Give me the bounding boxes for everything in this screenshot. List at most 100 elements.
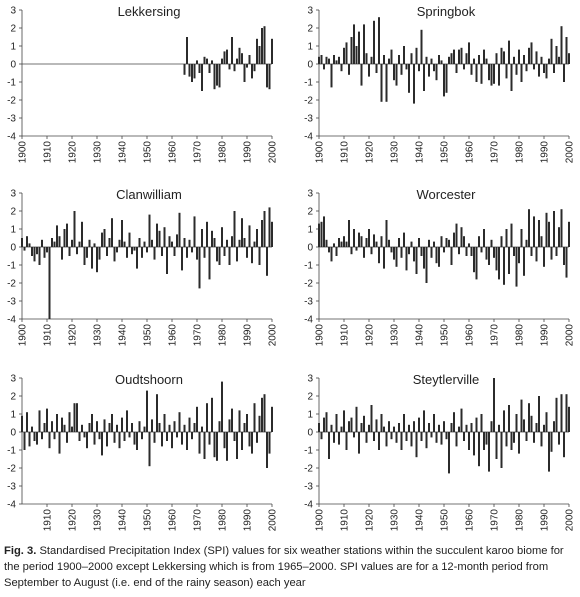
bar bbox=[151, 239, 153, 247]
bar bbox=[166, 432, 168, 441]
bar bbox=[206, 221, 208, 247]
bar bbox=[183, 64, 186, 75]
bar bbox=[186, 37, 188, 64]
bar bbox=[46, 408, 48, 432]
bar bbox=[198, 432, 201, 454]
bar bbox=[368, 424, 370, 432]
x-tick-label: 1930 bbox=[93, 509, 104, 532]
bar bbox=[533, 216, 535, 247]
bar bbox=[410, 53, 413, 64]
bar bbox=[448, 432, 450, 474]
bar bbox=[258, 46, 261, 64]
bar bbox=[68, 412, 71, 432]
bar bbox=[510, 64, 513, 91]
bar bbox=[168, 424, 171, 432]
bar bbox=[33, 432, 36, 441]
bar bbox=[320, 432, 323, 440]
bar bbox=[348, 220, 350, 247]
bar bbox=[430, 58, 433, 64]
bar bbox=[545, 212, 548, 247]
bar bbox=[463, 236, 465, 247]
bar bbox=[373, 432, 375, 441]
x-tick-label: 1910 bbox=[340, 509, 351, 532]
bar bbox=[128, 432, 131, 438]
bar bbox=[503, 51, 505, 64]
x-tick-label: 1920 bbox=[68, 509, 79, 532]
bar bbox=[408, 247, 410, 255]
bar bbox=[360, 423, 363, 432]
bar bbox=[383, 55, 385, 64]
bar bbox=[233, 432, 236, 441]
bar bbox=[380, 236, 383, 247]
bar bbox=[515, 247, 518, 287]
y-tick-label: -2 bbox=[304, 279, 313, 290]
bar bbox=[498, 424, 500, 432]
bar bbox=[253, 64, 256, 72]
y-tick-label: -2 bbox=[304, 464, 313, 475]
bar bbox=[435, 247, 438, 264]
bar bbox=[420, 247, 423, 256]
chart-title: Lekkersing bbox=[118, 4, 181, 19]
bar bbox=[238, 239, 241, 247]
bar bbox=[186, 432, 188, 450]
bar bbox=[370, 56, 373, 64]
x-tick-label: 2000 bbox=[565, 324, 576, 347]
bar bbox=[58, 432, 61, 454]
y-tick-label: 3 bbox=[10, 374, 16, 385]
x-tick-label: 1950 bbox=[143, 141, 154, 164]
x-tick-label: 1980 bbox=[218, 509, 229, 532]
x-tick-label: 2000 bbox=[565, 509, 576, 532]
bar bbox=[425, 56, 428, 64]
bar bbox=[550, 247, 553, 260]
bar bbox=[443, 247, 445, 253]
bar bbox=[271, 406, 273, 432]
x-tick-label: 1900 bbox=[18, 324, 29, 347]
bar bbox=[548, 58, 550, 64]
bar bbox=[515, 64, 518, 75]
y-tick-label: -2 bbox=[7, 96, 16, 107]
y-tick-label: 2 bbox=[307, 392, 313, 403]
bar bbox=[558, 432, 560, 445]
bar bbox=[248, 432, 251, 447]
bar bbox=[548, 432, 550, 472]
bar bbox=[101, 432, 103, 456]
bar bbox=[493, 378, 495, 432]
bar bbox=[353, 229, 355, 247]
bar bbox=[238, 410, 241, 432]
y-tick-label: 1 bbox=[10, 42, 16, 53]
bar bbox=[26, 412, 28, 432]
bar bbox=[413, 247, 415, 262]
x-tick-label: 1980 bbox=[515, 324, 526, 347]
bar bbox=[500, 47, 503, 64]
bar bbox=[515, 414, 518, 432]
y-tick-label: 3 bbox=[307, 6, 313, 17]
bar bbox=[118, 432, 121, 449]
bar bbox=[428, 239, 430, 247]
bar bbox=[440, 236, 443, 247]
bar bbox=[178, 212, 181, 247]
bar bbox=[565, 247, 568, 278]
bar bbox=[383, 247, 385, 269]
bar bbox=[355, 406, 358, 432]
bar bbox=[553, 64, 555, 73]
bar bbox=[503, 247, 505, 285]
bar bbox=[498, 64, 500, 86]
x-tick-label: 1970 bbox=[490, 509, 501, 532]
bar bbox=[173, 421, 176, 432]
bar bbox=[246, 247, 248, 258]
bar bbox=[51, 238, 53, 247]
bar bbox=[350, 247, 353, 255]
y-tick-label: 0 bbox=[10, 428, 16, 439]
bar bbox=[213, 64, 216, 90]
bar bbox=[148, 432, 151, 467]
bar bbox=[330, 64, 333, 88]
bar bbox=[121, 220, 123, 247]
bar bbox=[98, 247, 101, 260]
x-tick-label: 1960 bbox=[465, 141, 476, 164]
bar bbox=[395, 432, 398, 443]
bar bbox=[335, 60, 338, 64]
bar bbox=[188, 64, 191, 77]
bar bbox=[23, 432, 26, 450]
bar bbox=[241, 218, 243, 247]
bar bbox=[535, 51, 538, 64]
